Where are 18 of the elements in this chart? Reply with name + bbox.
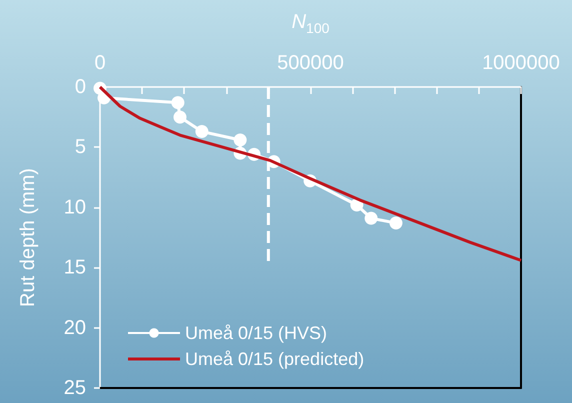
point [174,110,186,124]
y-tick-label: 15 [64,256,86,279]
point [234,133,247,146]
y-tick-label: 10 [64,196,86,218]
legend-label: Umeå 0/15 (HVS) [185,323,328,343]
point [389,216,402,230]
y-tick-label: 0 [74,76,86,98]
y-tick-label: 25 [64,377,86,399]
x-tick-label: 1000000 [482,52,560,74]
y-axis-title: Rut depth (mm) [17,168,39,307]
legend-label: Umeå 0/15 (predicted) [185,349,364,369]
point [364,212,378,225]
x-tick-label: 0 [94,52,106,74]
x-tick-label: 500000 [277,52,344,74]
point [195,125,208,138]
y-tick-label: 20 [64,316,86,339]
point [171,96,184,110]
y-tick-label: 5 [74,136,86,158]
